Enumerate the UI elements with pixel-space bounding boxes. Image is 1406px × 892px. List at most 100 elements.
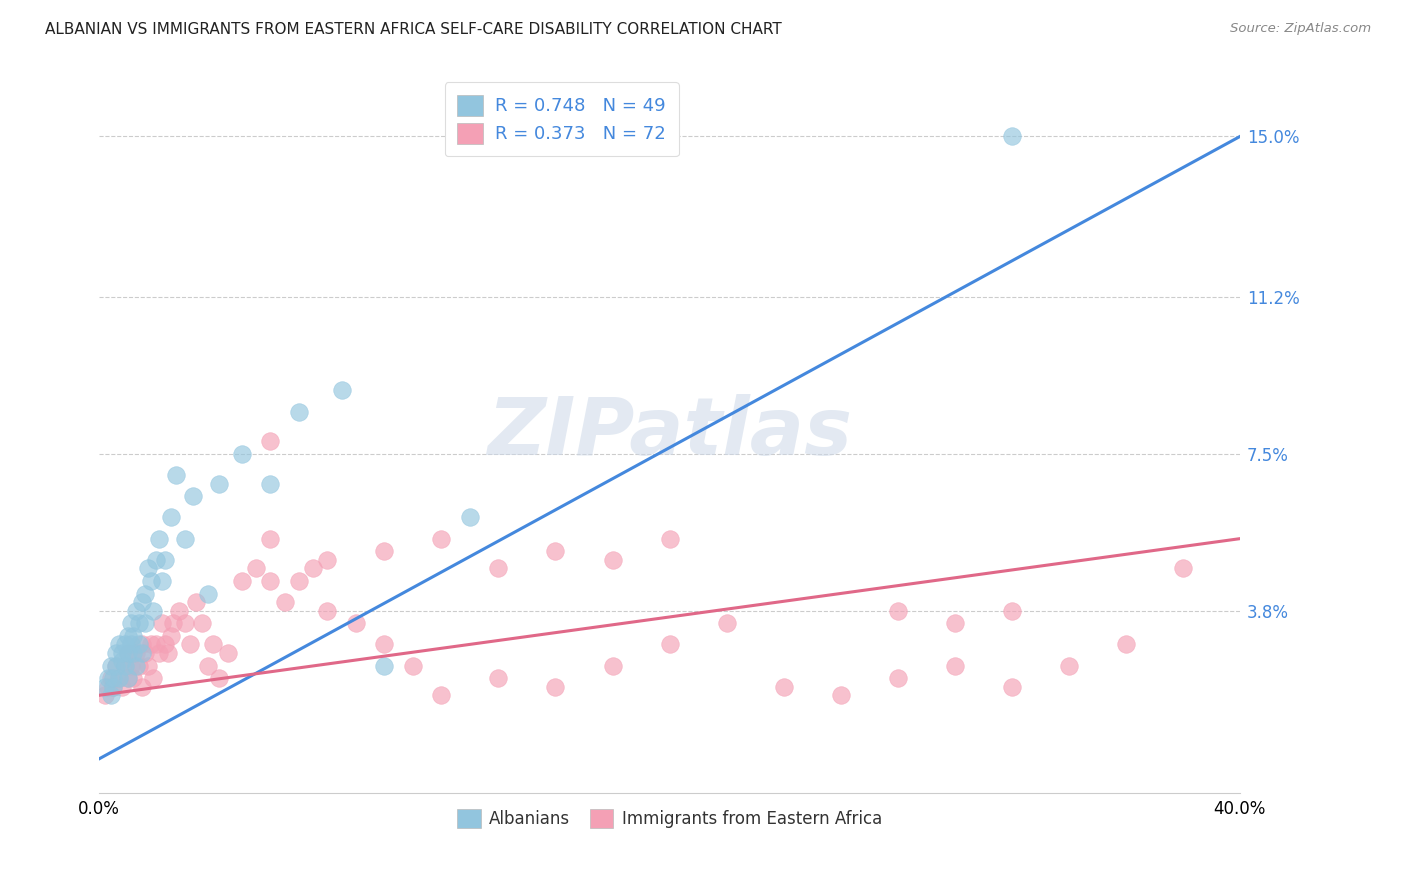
Point xyxy=(544,544,567,558)
Point xyxy=(122,629,145,643)
Point xyxy=(120,658,142,673)
Point xyxy=(131,638,153,652)
Point xyxy=(114,638,136,652)
Point xyxy=(120,616,142,631)
Point xyxy=(148,532,170,546)
Point xyxy=(316,553,339,567)
Point xyxy=(886,604,908,618)
Point xyxy=(108,638,131,652)
Point xyxy=(139,638,162,652)
Point xyxy=(186,595,208,609)
Point xyxy=(128,638,150,652)
Point xyxy=(1001,604,1024,618)
Point xyxy=(259,476,281,491)
Text: ALBANIAN VS IMMIGRANTS FROM EASTERN AFRICA SELF-CARE DISABILITY CORRELATION CHAR: ALBANIAN VS IMMIGRANTS FROM EASTERN AFRI… xyxy=(45,22,782,37)
Point xyxy=(105,658,128,673)
Point xyxy=(316,604,339,618)
Point xyxy=(103,680,125,694)
Text: Source: ZipAtlas.com: Source: ZipAtlas.com xyxy=(1230,22,1371,36)
Point xyxy=(117,671,139,685)
Point xyxy=(165,468,187,483)
Point xyxy=(488,671,510,685)
Point xyxy=(173,532,195,546)
Point xyxy=(1057,658,1080,673)
Point xyxy=(202,638,225,652)
Point xyxy=(122,671,145,685)
Point xyxy=(402,658,425,673)
Point xyxy=(142,671,165,685)
Point xyxy=(197,587,219,601)
Point xyxy=(943,616,966,631)
Point xyxy=(288,404,311,418)
Point xyxy=(830,688,852,702)
Point xyxy=(111,646,134,660)
Point xyxy=(179,638,201,652)
Point xyxy=(131,680,153,694)
Point xyxy=(716,616,738,631)
Point xyxy=(1001,129,1024,144)
Point xyxy=(658,532,681,546)
Point xyxy=(150,574,173,588)
Point xyxy=(1115,638,1137,652)
Point xyxy=(259,532,281,546)
Point xyxy=(430,688,453,702)
Point xyxy=(153,638,176,652)
Point xyxy=(156,646,179,660)
Point xyxy=(125,646,148,660)
Point xyxy=(259,574,281,588)
Point xyxy=(108,671,131,685)
Point xyxy=(488,561,510,575)
Point xyxy=(117,646,139,660)
Point xyxy=(117,671,139,685)
Point xyxy=(259,434,281,449)
Point xyxy=(142,604,165,618)
Point xyxy=(1171,561,1194,575)
Point xyxy=(131,646,153,660)
Text: ZIPatlas: ZIPatlas xyxy=(486,393,852,472)
Point xyxy=(159,510,181,524)
Point xyxy=(162,616,184,631)
Point xyxy=(245,561,267,575)
Point xyxy=(173,616,195,631)
Point xyxy=(111,680,134,694)
Point xyxy=(181,489,204,503)
Point xyxy=(97,680,120,694)
Point xyxy=(943,658,966,673)
Point xyxy=(217,646,239,660)
Point xyxy=(94,688,117,702)
Point xyxy=(458,510,481,524)
Point xyxy=(208,476,231,491)
Point xyxy=(114,658,136,673)
Point xyxy=(191,616,214,631)
Point xyxy=(231,447,253,461)
Point xyxy=(145,638,167,652)
Point xyxy=(125,658,148,673)
Point xyxy=(197,658,219,673)
Point xyxy=(886,671,908,685)
Point xyxy=(373,544,395,558)
Point xyxy=(120,638,142,652)
Point xyxy=(150,616,173,631)
Point xyxy=(125,604,148,618)
Point xyxy=(602,553,624,567)
Point xyxy=(105,646,128,660)
Point xyxy=(103,680,125,694)
Point xyxy=(100,688,122,702)
Point xyxy=(330,384,353,398)
Point xyxy=(122,646,145,660)
Point xyxy=(134,616,156,631)
Point xyxy=(100,671,122,685)
Point xyxy=(134,646,156,660)
Point xyxy=(134,587,156,601)
Point xyxy=(602,658,624,673)
Point xyxy=(108,671,131,685)
Point xyxy=(430,532,453,546)
Legend: Albanians, Immigrants from Eastern Africa: Albanians, Immigrants from Eastern Afric… xyxy=(450,802,889,835)
Point xyxy=(231,574,253,588)
Point xyxy=(139,574,162,588)
Point xyxy=(373,658,395,673)
Point xyxy=(153,553,176,567)
Point xyxy=(128,616,150,631)
Point xyxy=(208,671,231,685)
Point xyxy=(97,671,120,685)
